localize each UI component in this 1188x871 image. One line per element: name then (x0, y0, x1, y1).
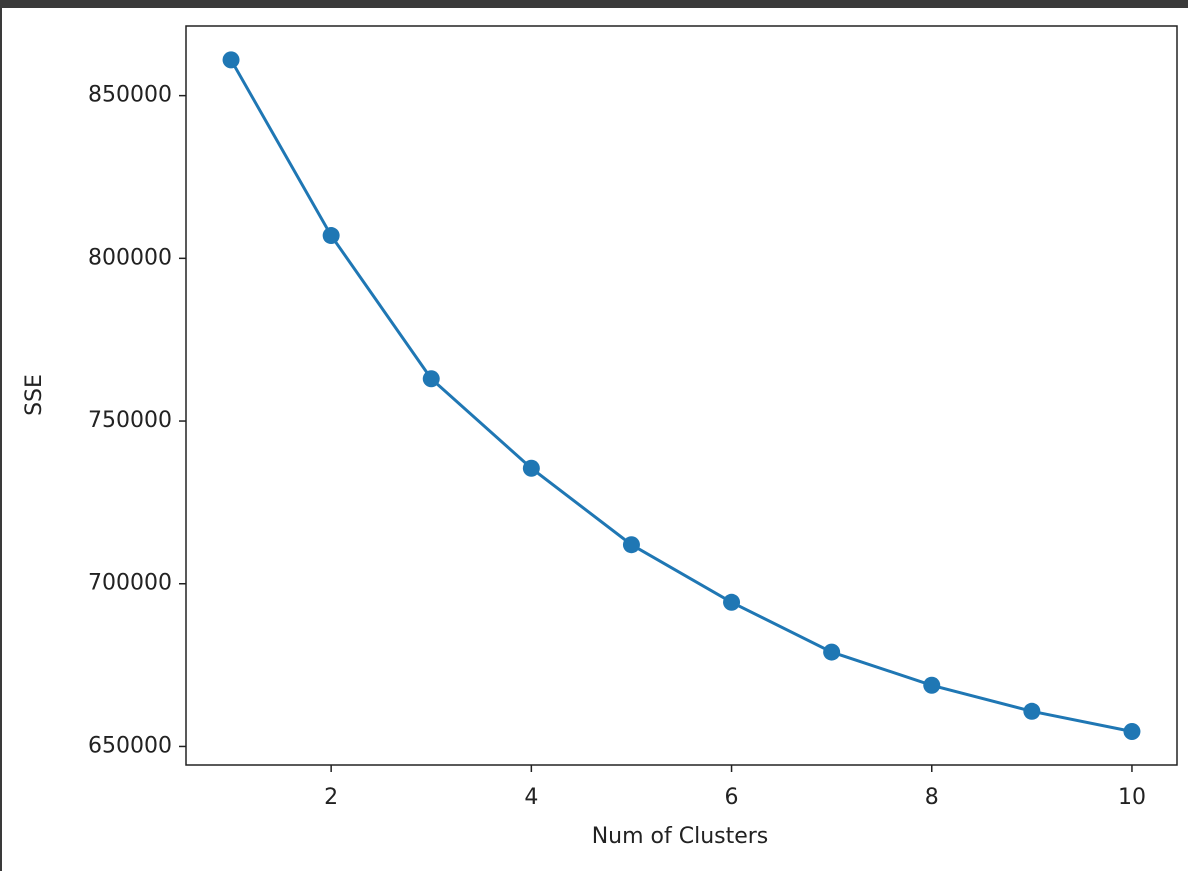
y-tick-label: 800000 (88, 245, 172, 270)
marker (522, 459, 540, 477)
y-tick-label: 850000 (88, 83, 172, 108)
marker (723, 593, 741, 611)
line (229, 59, 1133, 733)
marker (322, 227, 340, 245)
x-axis-label: Num of Clusters (592, 824, 769, 849)
x-tick-label: 2 (324, 785, 338, 810)
marker (823, 643, 841, 661)
chart: 2 4 6 8 10 650000 700000 750000 800000 850000 (88, 25, 1178, 810)
window-edge (0, 8, 2, 871)
plot-frame (185, 25, 1178, 766)
y-axis-label: SSE (22, 374, 47, 416)
window-bar (0, 0, 1188, 8)
x-tick-label: 6 (725, 785, 739, 810)
marker (1023, 702, 1041, 720)
marker (923, 676, 941, 694)
x-tick-label: 8 (925, 785, 939, 810)
y-tick-label: 700000 (88, 571, 172, 596)
marker (222, 51, 240, 69)
marker (422, 370, 440, 388)
x-tick-label: 4 (524, 785, 538, 810)
x-tick-label: 10 (1118, 785, 1146, 810)
marker (1123, 722, 1141, 740)
y-tick-label: 650000 (88, 733, 172, 758)
marker (622, 536, 640, 554)
y-tick-label: 750000 (88, 408, 172, 433)
